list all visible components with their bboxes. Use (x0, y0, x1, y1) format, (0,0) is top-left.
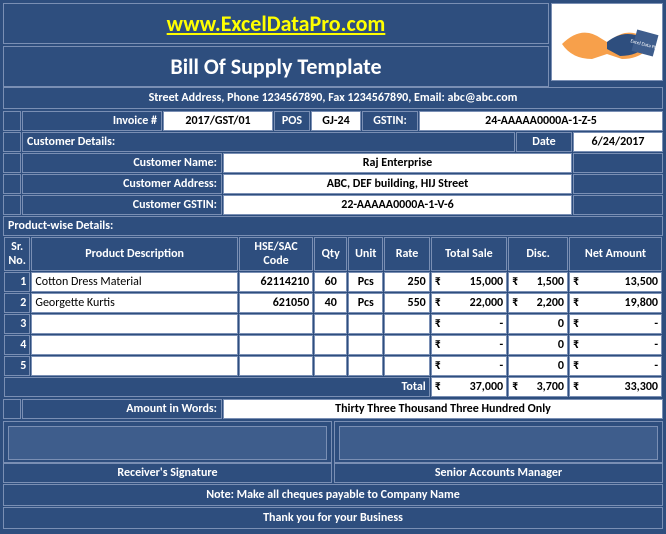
col-code: HSE/SAC Code (239, 237, 313, 271)
table-row: 1Cotton Dress Material6211421060Pcs250₹1… (4, 272, 662, 292)
customer-name: Raj Enterprise (223, 153, 572, 173)
customer-address-label: Customer Address: (22, 174, 222, 194)
customer-gstin: 22-AAAAA0000A-1-V-6 (223, 195, 572, 215)
customer-section-label: Customer Details: (22, 132, 515, 152)
table-row: 5₹-0₹- (4, 356, 662, 376)
company-address: Street Address, Phone 1234567890, Fax 12… (3, 87, 663, 109)
total-net: ₹33,300 (569, 377, 662, 397)
manager-sig-space (334, 421, 663, 463)
gstin-label: GSTIN: (362, 111, 418, 131)
spacer (3, 174, 21, 194)
customer-name-label: Customer Name: (22, 153, 222, 173)
products-section-label: Product-wise Details: (3, 216, 663, 236)
customer-address: ABC, DEF building, HIJ Street (223, 174, 572, 194)
signature-row: Receiver's Signature Senior Accounts Man… (3, 421, 663, 483)
col-qty: Qty (314, 237, 347, 271)
pos-label: POS (274, 111, 310, 131)
total-label: Total (4, 377, 430, 397)
table-row: 4₹-0₹- (4, 335, 662, 355)
col-sr: Sr.No. (4, 237, 30, 271)
totals-row: Total ₹37,000 ₹3,700 ₹33,300 (4, 377, 662, 397)
spacer (3, 195, 21, 215)
customer-gstin-label: Customer GSTIN: (22, 195, 222, 215)
spacer (573, 174, 663, 194)
logo: Excel Data Pro (551, 3, 663, 81)
col-net: Net Amount (569, 237, 662, 271)
col-rate: Rate (384, 237, 429, 271)
handshake-icon: Excel Data Pro (552, 4, 662, 80)
manager-sig-label: Senior Accounts Manager (334, 463, 663, 483)
spacer (3, 111, 21, 131)
page-title: Bill Of Supply Template (3, 46, 549, 87)
spacer (3, 153, 21, 173)
pos-value: GJ-24 (311, 111, 361, 131)
col-desc: Product Description (31, 237, 237, 271)
footer-thanks: Thank you for your Business (3, 507, 663, 529)
table-row: 3₹-0₹- (4, 314, 662, 334)
invoice-meta-row: Invoice # 2017/GST/01 POS GJ-24 GSTIN: 2… (3, 111, 663, 131)
website-link[interactable]: www.ExcelDataPro.com (3, 3, 549, 44)
invoice-number-label: Invoice # (22, 111, 162, 131)
col-total: Total Sale (431, 237, 507, 271)
spacer (573, 195, 663, 215)
col-disc: Disc. (508, 237, 568, 271)
products-table: Sr.No. Product Description HSE/SAC Code … (3, 236, 663, 398)
col-unit: Unit (348, 237, 383, 271)
gstin-value: 24-AAAAA0000A-1-Z-5 (419, 111, 663, 131)
words-value: Thirty Three Thousand Three Hundred Only (223, 399, 663, 419)
total-sale: ₹37,000 (431, 377, 507, 397)
date-label: Date (516, 132, 572, 152)
invoice-number: 2017/GST/01 (163, 111, 273, 131)
date-value: 6/24/2017 (573, 132, 663, 152)
spacer (573, 153, 663, 173)
receiver-sig-space (3, 421, 332, 463)
invoice-template: www.ExcelDataPro.com Bill Of Supply Temp… (0, 0, 666, 534)
footer-note: Note: Make all cheques payable to Compan… (3, 484, 663, 506)
spacer (3, 132, 21, 152)
receiver-sig-label: Receiver's Signature (3, 463, 332, 483)
words-label: Amount in Words: (22, 399, 222, 419)
table-row: 2Georgette Kurtis62105040Pcs550₹22,000₹2… (4, 293, 662, 313)
spacer (3, 399, 21, 419)
total-disc: ₹3,700 (508, 377, 568, 397)
